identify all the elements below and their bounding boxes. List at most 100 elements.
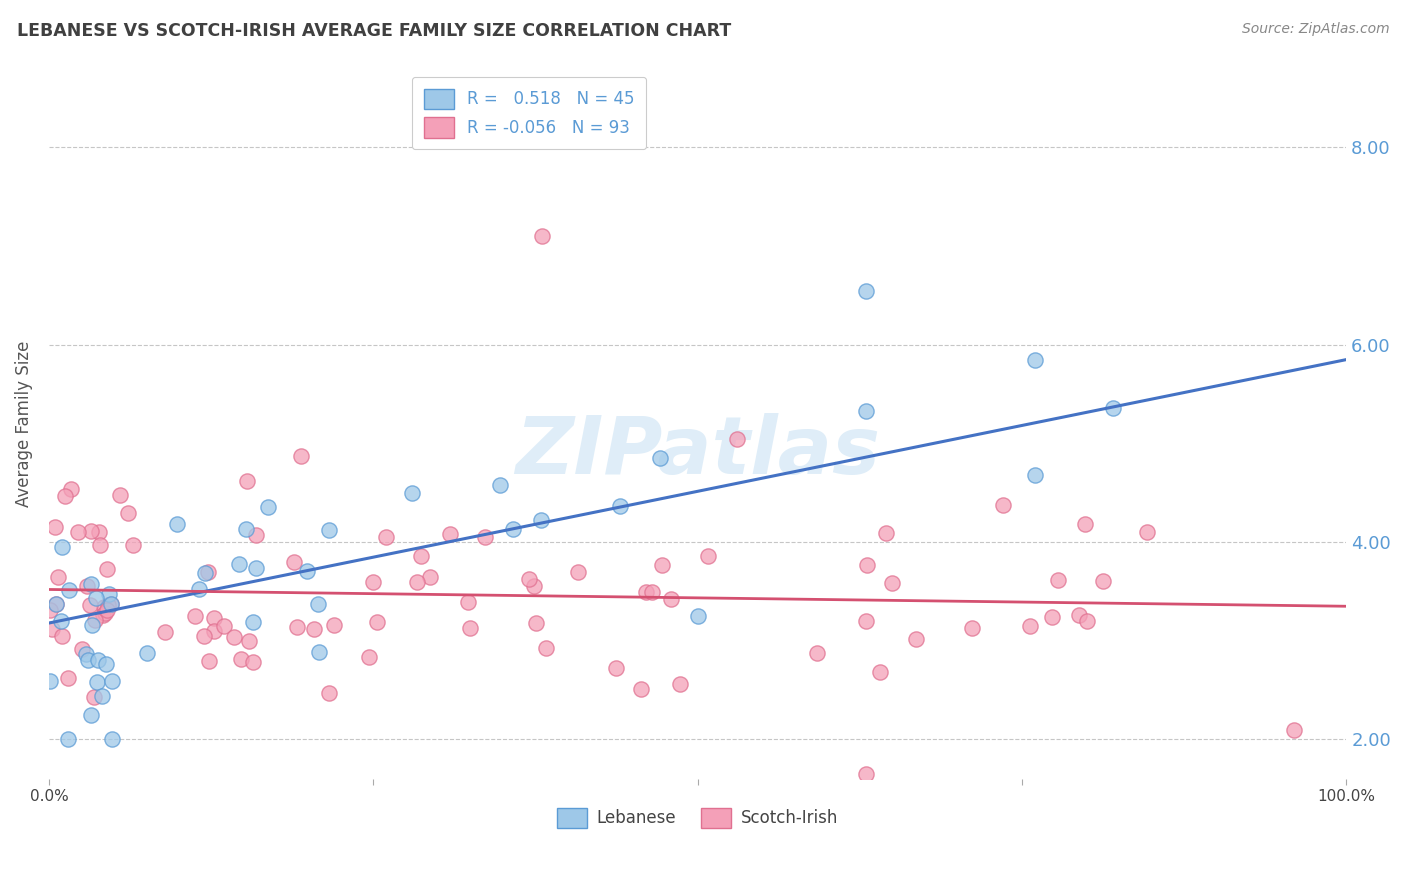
Point [79,598,101,612]
Point [242,655,264,669]
Point [536,640,558,655]
Point [419,570,441,584]
Point [245,560,267,574]
Point [96,603,118,617]
Point [98,587,121,601]
Point [75,647,97,661]
Point [529,514,551,528]
Point [567,565,589,579]
Point [318,523,340,537]
Point [193,629,215,643]
Point [669,677,692,691]
Point [524,616,547,631]
Point [49,614,72,628]
Point [904,632,927,646]
Point [991,498,1014,512]
Point [517,572,540,586]
Point [361,574,384,589]
Point [401,485,423,500]
Point [38,673,60,688]
Point [411,549,433,563]
Point [93,606,115,620]
Point [86,653,108,667]
Point [605,660,627,674]
Point [155,624,177,639]
Point [93,600,115,615]
Point [855,767,877,781]
Point [83,690,105,705]
Point [108,488,131,502]
Point [256,500,278,514]
Point [1040,610,1063,624]
Point [76,653,98,667]
Point [235,474,257,488]
Point [406,574,429,589]
Point [1076,614,1098,628]
Point [1102,401,1125,416]
Point [202,610,225,624]
Point [1024,352,1046,367]
Point [308,645,330,659]
Point [84,613,107,627]
Point [56,671,79,685]
Point [502,522,524,536]
Point [198,655,221,669]
Point [58,732,80,747]
Point [290,449,312,463]
Point [630,681,652,696]
Point [235,522,257,536]
Point [100,731,122,746]
Point [1047,573,1070,587]
Point [530,229,553,244]
Point [58,583,80,598]
Point [242,615,264,630]
Point [806,646,828,660]
Point [89,538,111,552]
Point [228,557,250,571]
Point [91,607,114,622]
Point [474,530,496,544]
Point [86,674,108,689]
Point [188,582,211,596]
Text: ZIPatlas: ZIPatlas [515,413,880,491]
Point [87,524,110,539]
Point [166,516,188,531]
Point [489,477,512,491]
Point [72,642,94,657]
Point [641,584,664,599]
Point [121,538,143,552]
Point [650,450,672,465]
Point [90,689,112,703]
Point [80,577,103,591]
Point [245,528,267,542]
Point [100,674,122,689]
Point [1074,516,1097,531]
Point [283,555,305,569]
Point [46,570,69,584]
Point [100,597,122,611]
Point [1136,525,1159,540]
Point [297,564,319,578]
Point [318,685,340,699]
Point [1284,723,1306,737]
Point [84,591,107,605]
Point [725,432,748,446]
Point [855,614,877,628]
Point [39,603,62,617]
Point [197,565,219,579]
Point [869,665,891,679]
Point [882,575,904,590]
Point [117,506,139,520]
Point [855,404,877,418]
Point [523,579,546,593]
Point [304,622,326,636]
Point [44,520,66,534]
Point [1018,619,1040,633]
Point [686,609,709,624]
Point [202,624,225,639]
Point [1067,608,1090,623]
Text: LEBANESE VS SCOTCH-IRISH AVERAGE FAMILY SIZE CORRELATION CHART: LEBANESE VS SCOTCH-IRISH AVERAGE FAMILY … [17,22,731,40]
Point [307,597,329,611]
Point [80,708,103,723]
Point [322,618,344,632]
